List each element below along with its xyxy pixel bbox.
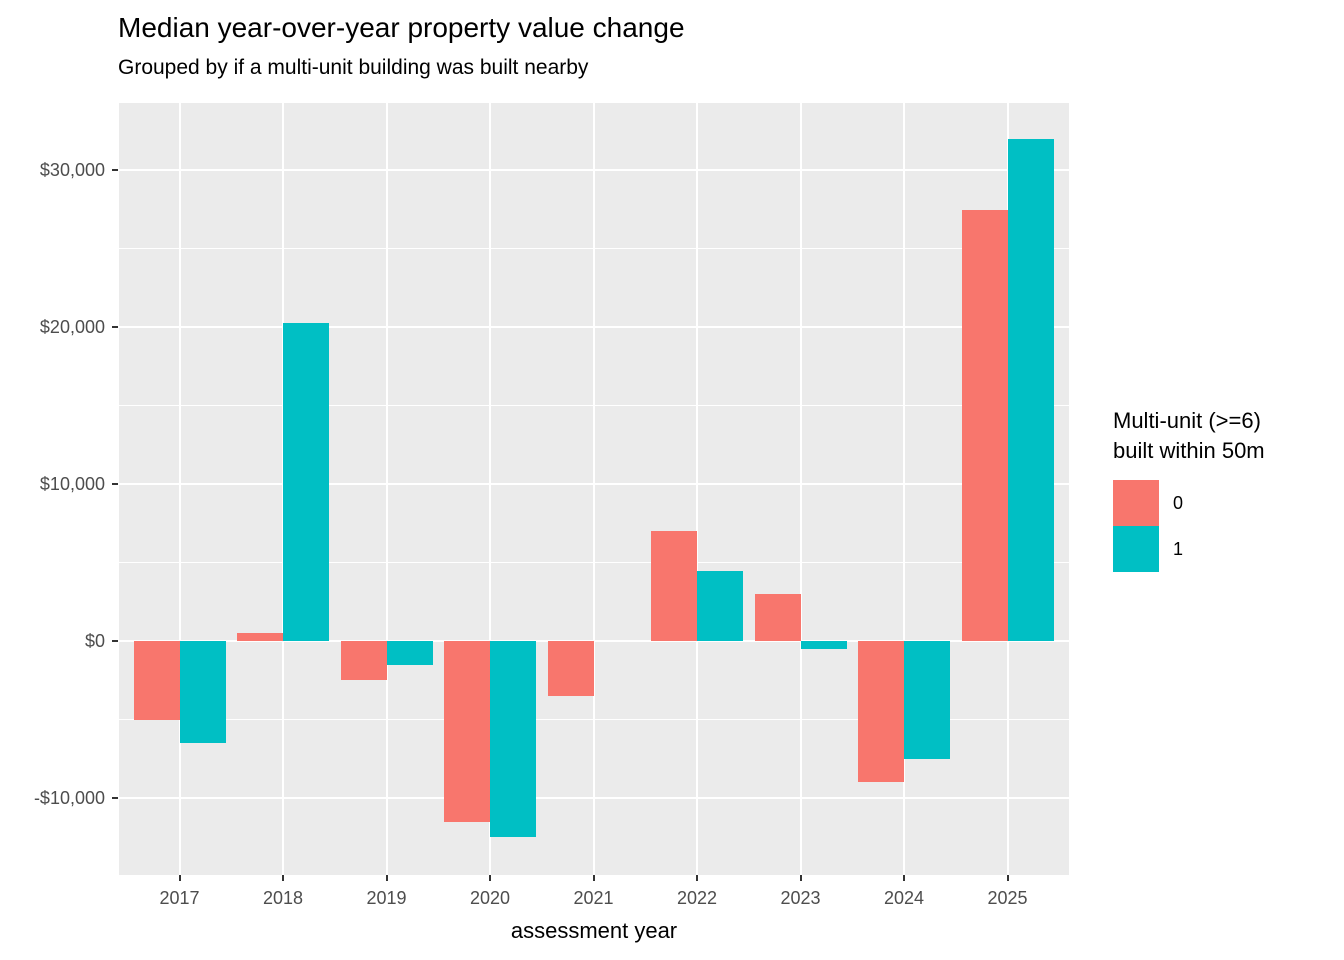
chart-title: Median year-over-year property value cha… xyxy=(118,12,685,43)
y-tick-mark xyxy=(112,640,118,643)
x-tick-mark xyxy=(385,875,388,881)
x-tick-mark xyxy=(1006,875,1009,881)
x-tick-label: 2024 xyxy=(883,888,925,908)
x-tick-mark xyxy=(799,875,802,881)
bar-2022-group1 xyxy=(697,570,743,642)
gridline-vertical xyxy=(903,103,905,875)
bar-2020-group0 xyxy=(444,641,490,822)
x-tick-mark xyxy=(696,875,698,881)
bar-2022-group0 xyxy=(651,531,697,642)
legend-label: 1 xyxy=(1173,538,1184,559)
legend-label: 0 xyxy=(1173,492,1184,513)
x-tick-mark xyxy=(489,875,491,881)
bar-2019-group1 xyxy=(386,641,433,665)
y-tick-mark xyxy=(112,326,118,329)
legend-swatch-1 xyxy=(1113,526,1159,572)
bar-2025-group1 xyxy=(1007,139,1054,642)
x-tick-label: 2021 xyxy=(573,888,614,908)
bar-2023-group1 xyxy=(800,641,847,650)
x-axis-title: assessment year xyxy=(510,918,678,943)
x-tick-mark xyxy=(178,875,181,881)
y-tick-label: $30,000 xyxy=(39,160,105,181)
bar-2025-group0 xyxy=(961,209,1008,642)
chart-subtitle: Grouped by if a multi-unit building was … xyxy=(118,56,589,79)
y-tick-label: $20,000 xyxy=(39,317,105,338)
bar-2017-group0 xyxy=(133,641,180,720)
bar-2017-group1 xyxy=(179,641,226,744)
y-tick-mark xyxy=(112,797,118,800)
x-tick-label: 2017 xyxy=(159,888,200,908)
gridline-vertical xyxy=(489,103,491,875)
y-tick-label: -$10,000 xyxy=(33,788,105,809)
gridline-vertical xyxy=(178,103,181,875)
y-tick-mark xyxy=(112,169,118,172)
legend-item-0: 0 xyxy=(1113,480,1265,526)
legend-item-1: 1 xyxy=(1113,526,1265,572)
gridline-vertical xyxy=(799,103,802,875)
bar-2023-group0 xyxy=(754,594,801,642)
legend-title-line-2: built within 50m xyxy=(1113,438,1265,463)
bar-2020-group1 xyxy=(490,641,536,838)
y-tick-label: $0 xyxy=(84,631,105,652)
x-tick-label: 2023 xyxy=(780,888,821,908)
gridline-vertical xyxy=(385,103,388,875)
x-tick-label: 2022 xyxy=(676,888,718,908)
x-tick-label: 2018 xyxy=(262,888,304,908)
x-tick-mark xyxy=(903,875,905,881)
plot-panel xyxy=(119,103,1069,875)
y-tick-label: $10,000 xyxy=(39,474,105,495)
x-tick-label: 2019 xyxy=(366,888,407,908)
bar-2024-group1 xyxy=(904,641,950,759)
x-tick-label: 2020 xyxy=(469,888,511,908)
y-tick-mark xyxy=(112,483,118,486)
bar-2021-group0 xyxy=(547,641,594,697)
x-tick-mark xyxy=(592,875,595,881)
x-tick-mark xyxy=(282,875,284,881)
legend-swatch-0 xyxy=(1113,480,1159,526)
gridline-vertical xyxy=(592,103,595,875)
legend-title-line-1: Multi-unit (>=6) xyxy=(1113,408,1261,433)
x-tick-label: 2025 xyxy=(987,888,1028,908)
bar-2018-group1 xyxy=(283,322,329,642)
gridline-vertical xyxy=(696,103,698,875)
bar-2019-group0 xyxy=(340,641,387,681)
bar-2024-group0 xyxy=(858,641,904,783)
bar-2018-group0 xyxy=(237,633,283,642)
